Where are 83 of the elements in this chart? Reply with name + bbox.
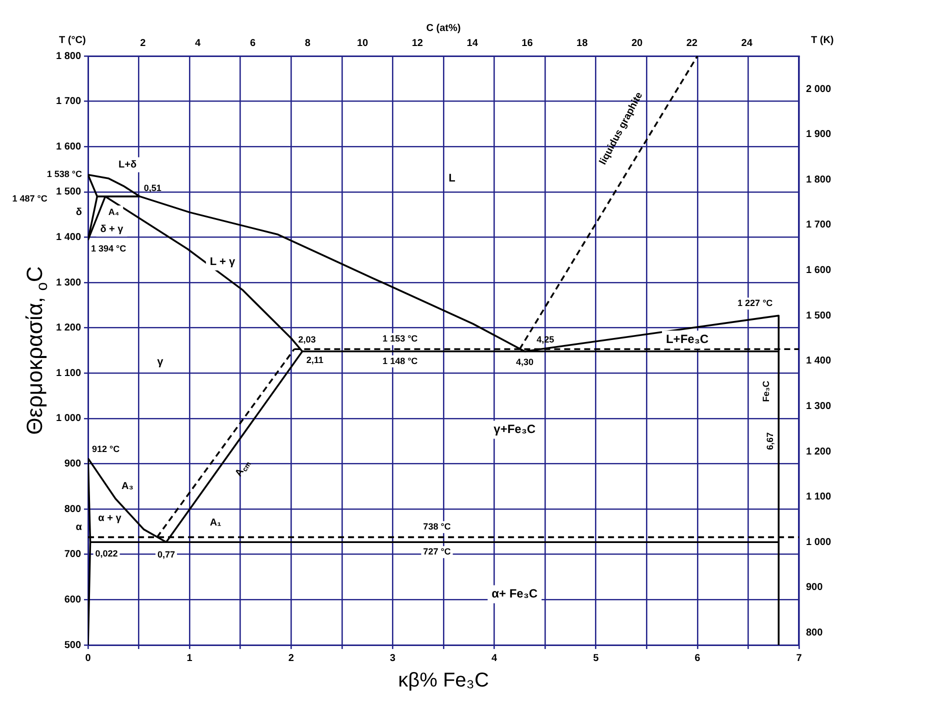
x-tick-label: 5 <box>593 652 600 664</box>
x2-tick-label: 12 <box>412 38 424 49</box>
y2-tick-label: 1 400 <box>806 356 832 367</box>
annotation: 738 °C <box>423 522 452 532</box>
x2-tick-label: 10 <box>356 38 369 49</box>
y-tick-label: 1 100 <box>56 368 82 379</box>
annotation: A₁ <box>210 517 222 528</box>
y-tick-label: 1 200 <box>56 322 82 334</box>
text: α <box>76 522 83 533</box>
y2-tick-label: 900 <box>806 582 824 594</box>
annotation: 1 153 °C <box>382 334 418 344</box>
x2-tick-label: 2 <box>140 38 146 49</box>
y2-tick-label: 1 800 <box>806 174 832 186</box>
x-tick-label: 1 <box>186 652 193 664</box>
annotation: 1 394 °C <box>91 243 127 254</box>
y-tick-label: 1 000 <box>56 413 82 424</box>
annotation: 6,67 <box>765 432 776 450</box>
annotation: 2,11 <box>306 354 324 365</box>
annotation: γ <box>157 356 164 368</box>
y2-tick-label: 1 600 <box>806 265 832 276</box>
y2-tick-label: 2 000 <box>806 84 832 95</box>
y-tick-label: 1 400 <box>56 232 82 243</box>
annotation: α + γ <box>98 512 122 524</box>
y2-axis-title: T (K) <box>810 34 834 46</box>
x-tick-label: 3 <box>390 652 396 664</box>
y2-tick-label: 1 700 <box>806 220 832 231</box>
annotation: 2,03 <box>298 334 316 345</box>
x-tick-label: 7 <box>796 652 802 664</box>
annotation: L <box>448 172 456 184</box>
y2-tick-label: 800 <box>806 628 824 639</box>
x2-tick-label: 24 <box>741 38 753 49</box>
annotation: 1 227 °C <box>738 298 774 308</box>
y-tick-label: 800 <box>64 504 82 515</box>
x2-tick-label: 4 <box>195 38 202 49</box>
annotation: Fe₃C <box>760 380 771 402</box>
y2-tick-label: 1 900 <box>806 129 832 140</box>
annotation: 727 °C <box>423 546 452 557</box>
y-tick-label: 700 <box>64 549 82 560</box>
x-tick-label: 2 <box>288 652 294 664</box>
annotation: 1 538 °C <box>46 169 83 180</box>
annotation: 0,51 <box>144 182 162 193</box>
text: 1 487 °C <box>12 194 48 204</box>
text: T (°C) <box>59 34 86 46</box>
text: δ <box>76 207 82 218</box>
x-tick-label: 0 <box>85 652 92 664</box>
y2-tick-label: 1 100 <box>806 492 832 503</box>
y-tick-label: 900 <box>64 458 82 470</box>
y2-tick-label: 1 500 <box>806 310 832 322</box>
y2-tick-label: 1 200 <box>806 446 832 458</box>
y-tick-label: 1 700 <box>56 96 82 108</box>
annotation: L+Fe₃C <box>666 332 709 346</box>
annotation: L+δ <box>118 159 137 170</box>
annotation: L + γ <box>210 256 236 268</box>
x-axis-title: κβ% Fe₃C <box>398 670 489 692</box>
x2-tick-label: 16 <box>522 38 534 49</box>
annotation: 4,30 <box>516 356 534 367</box>
annotation: 1 148 °C <box>382 356 418 366</box>
y2-tick-label: 1 000 <box>806 536 832 548</box>
y2-tick-label: 1 300 <box>806 400 832 412</box>
annotation: 912 °C <box>92 444 120 454</box>
annotation: 0,022 <box>95 548 118 559</box>
x2-tick-label: 6 <box>250 38 256 49</box>
x2-tick-label: 18 <box>576 38 588 49</box>
annotation: δ + γ <box>100 224 124 235</box>
x2-tick-label: 8 <box>304 38 311 49</box>
x2-tick-label: 14 <box>466 38 478 49</box>
y-tick-label: 1 300 <box>56 277 82 288</box>
annotation: 0,77 <box>157 550 175 560</box>
x2-tick-label: 22 <box>686 38 698 49</box>
x-tick-label: 6 <box>694 652 701 664</box>
y-axis-title: Θερμοκρασία, oC <box>22 266 51 435</box>
annotation: α+ Fe₃C <box>492 586 538 601</box>
annotation: γ+Fe₃C <box>494 422 536 436</box>
annotation: A₄ <box>108 206 120 217</box>
y-tick-label: 1 600 <box>56 141 82 152</box>
y-tick-label: 500 <box>64 640 82 651</box>
x2-axis-title: C (at%) <box>426 22 461 34</box>
x-tick-label: 4 <box>492 652 498 664</box>
y-tick-label: 1 500 <box>56 186 82 198</box>
x2-tick-label: 20 <box>631 38 644 49</box>
annotation: A₃ <box>122 481 134 492</box>
y-tick-label: 600 <box>64 594 82 606</box>
y-tick-label: 1 800 <box>56 50 82 62</box>
